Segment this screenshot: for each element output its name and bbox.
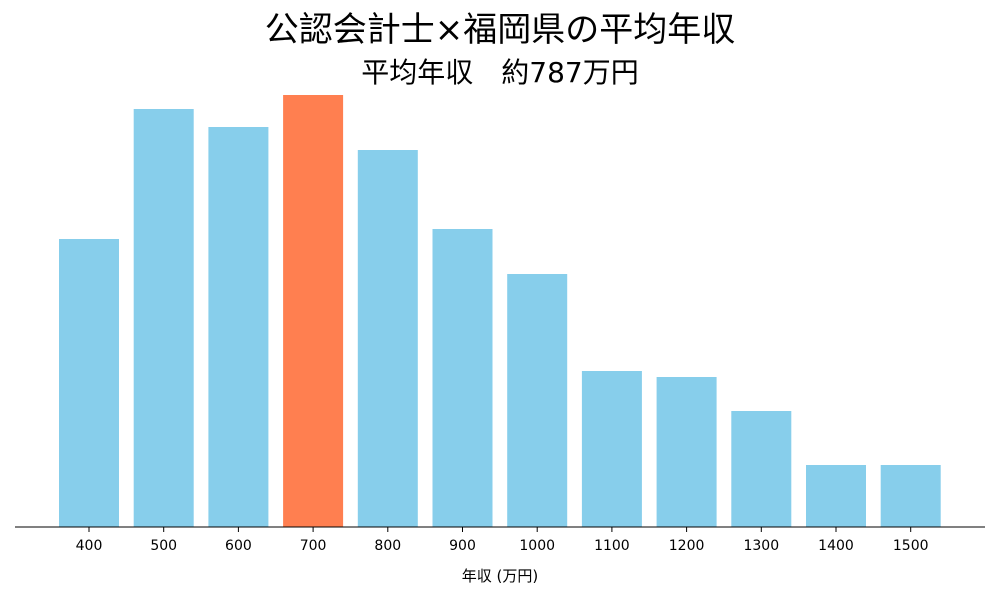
bar-1000 [507,274,568,527]
x-tick-label: 1500 [893,538,929,554]
bar-500 [133,109,194,527]
bar-400 [59,239,119,527]
bar-1400 [806,465,866,527]
bar-700 [283,95,344,527]
x-axis-label: 年収 (万円) [462,567,538,585]
x-tick-label: 400 [76,538,103,554]
x-tick-label: 1200 [669,538,705,554]
x-tick-label: 900 [449,538,476,554]
chart-title: 公認会計士×福岡県の平均年収 [264,10,736,50]
bar-1200 [656,377,717,527]
x-tick-label: 1300 [743,538,779,554]
bar-1500 [880,465,941,527]
x-tick-label: 800 [374,538,401,554]
bar-1300 [731,411,792,527]
x-tick-label: 500 [150,538,177,554]
x-ticks-group: 400 500 600 700 800 900 1000 1100 1200 1300 1400 15… [76,527,929,554]
x-tick-label: 1100 [594,538,630,554]
x-tick-label: 1000 [519,538,555,554]
bar-1100 [581,371,642,527]
bar-800 [357,150,418,527]
chart-subtitle: 平均年収 約787万円 [361,56,639,89]
bar-600 [208,127,269,527]
bar-900 [432,229,493,527]
x-tick-label: 700 [300,538,327,554]
x-tick-label: 600 [225,538,252,554]
x-tick-label: 1400 [818,538,854,554]
bars-group [59,95,941,527]
